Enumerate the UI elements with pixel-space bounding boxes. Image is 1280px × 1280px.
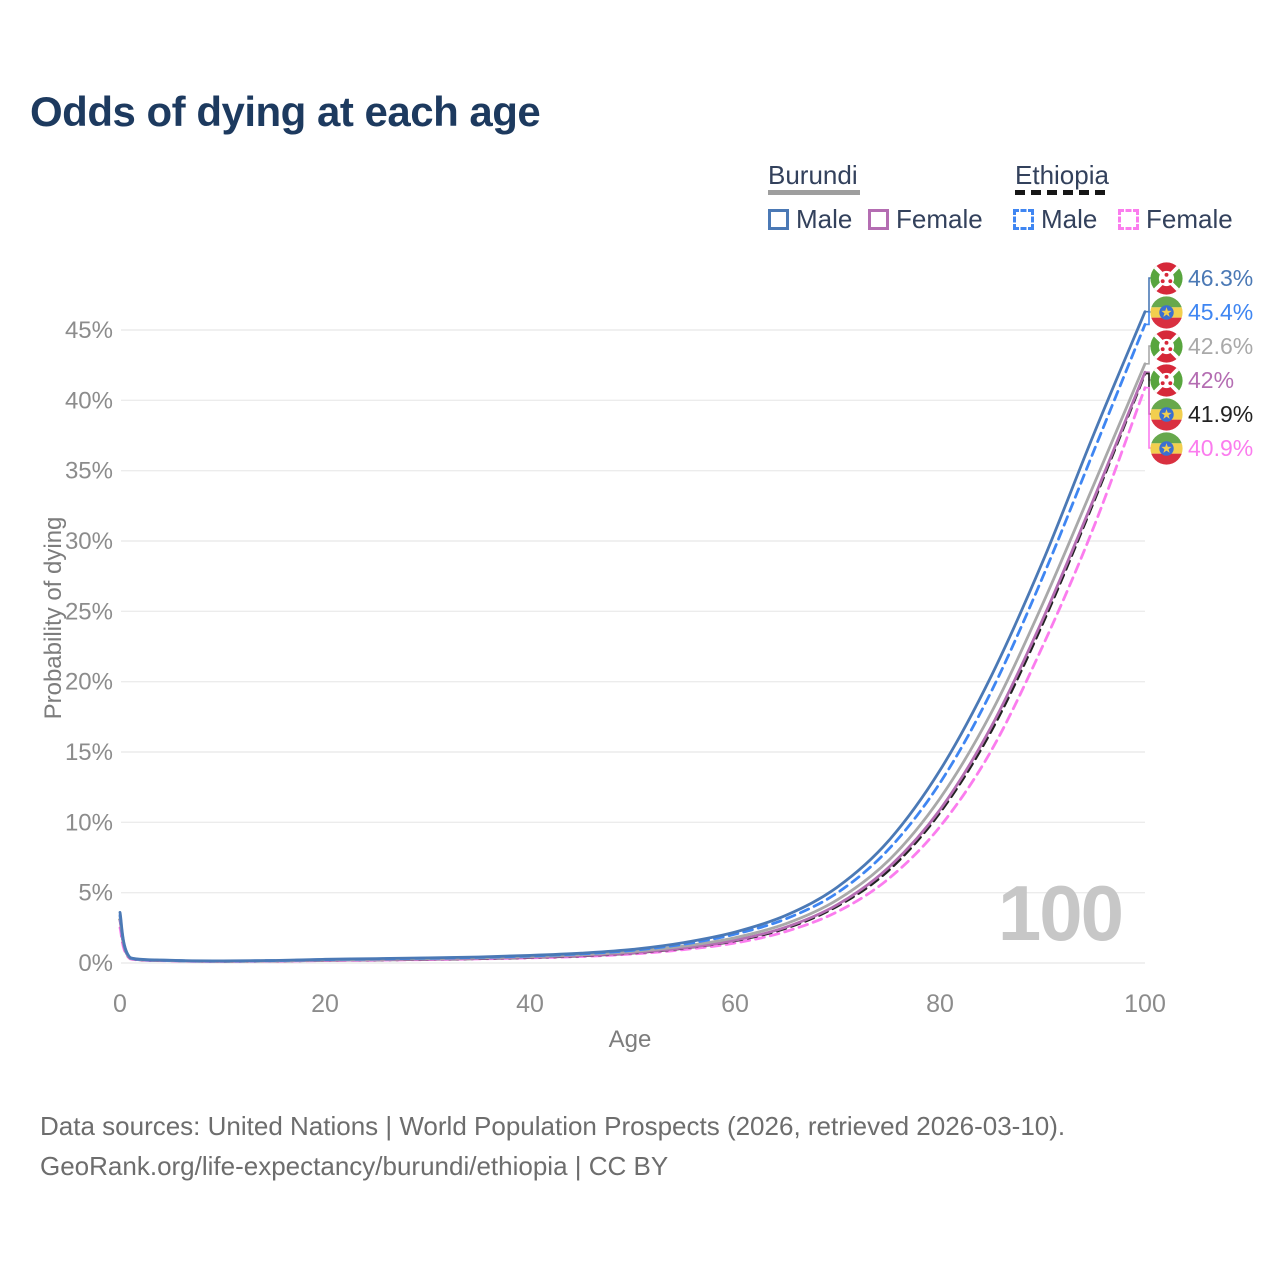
y-tick-label: 5% xyxy=(78,880,113,907)
y-axis-title: Probability of dying xyxy=(40,516,67,720)
series-line-ethiopia-male xyxy=(118,323,1147,963)
value-callout-ethiopia-male: 45.4% xyxy=(1150,295,1253,329)
burundi-line-style-sample xyxy=(768,190,860,195)
y-tick-label: 0% xyxy=(78,950,113,977)
end-value-label: 40.9% xyxy=(1188,434,1254,461)
legend-item-label: Female xyxy=(1146,204,1233,234)
y-tick-label: 35% xyxy=(65,458,113,485)
x-tick-label: 20 xyxy=(311,990,339,1018)
page-title: Odds of dying at each age xyxy=(30,88,541,135)
value-callout-burundi-female: 42% xyxy=(1150,363,1234,397)
legend-group-ethiopia-label: Ethiopia xyxy=(1015,160,1109,190)
legend-item-label: Male xyxy=(796,204,853,234)
ethiopia-flag-icon xyxy=(1150,295,1183,329)
y-tick-label: 40% xyxy=(65,387,113,414)
ethiopia-male-swatch-icon xyxy=(1013,209,1034,230)
ethiopia-flag-icon xyxy=(1150,397,1183,431)
y-tick-label: 45% xyxy=(65,317,113,344)
burundi-female-swatch-icon xyxy=(868,209,889,230)
legend-group-burundi-label: Burundi xyxy=(768,160,858,190)
series-line-burundi-male xyxy=(118,310,1147,963)
value-callout-ethiopia-both-sexes: 41.9% xyxy=(1150,397,1253,431)
legend-item-ethiopia-male[interactable]: Male xyxy=(1013,204,1097,235)
y-tick-label: 20% xyxy=(65,669,113,696)
x-tick-label: 100 xyxy=(1124,990,1166,1018)
x-tick-label: 0 xyxy=(113,990,127,1018)
value-callout-burundi-male: 46.3% xyxy=(1150,261,1253,295)
legend-item-burundi-female[interactable]: Female xyxy=(868,204,983,235)
burundi-flag-icon xyxy=(1150,261,1183,295)
y-tick-label: 30% xyxy=(65,528,113,555)
y-tick-label: 15% xyxy=(65,739,113,766)
legend-item-label: Female xyxy=(896,204,983,234)
age-watermark: 100 xyxy=(997,869,1124,957)
end-value-label: 41.9% xyxy=(1188,400,1254,427)
x-tick-label: 40 xyxy=(516,990,544,1018)
burundi-male-swatch-icon xyxy=(768,209,789,230)
burundi-flag-icon xyxy=(1150,329,1183,363)
x-tick-label: 60 xyxy=(721,990,749,1018)
attribution-note: GeoRank.org/life-expectancy/burundi/ethi… xyxy=(40,1151,669,1181)
end-value-label: 42.6% xyxy=(1188,332,1254,359)
data-source-note: Data sources: United Nations | World Pop… xyxy=(40,1111,1066,1141)
y-tick-label: 25% xyxy=(65,598,113,625)
value-callout-burundi-both-sexes: 42.6% xyxy=(1150,329,1253,363)
end-value-label: 42% xyxy=(1188,366,1235,393)
legend-item-label: Male xyxy=(1041,204,1098,234)
x-axis-title: Age xyxy=(608,1026,652,1053)
ethiopia-female-swatch-icon xyxy=(1118,209,1139,230)
y-tick-label: 10% xyxy=(65,809,113,836)
chart-footer: Data sources: United Nations | World Pop… xyxy=(40,1106,1240,1186)
ethiopia-flag-icon xyxy=(1150,431,1183,465)
value-callout-ethiopia-female: 40.9% xyxy=(1150,431,1253,465)
legend-item-ethiopia-female[interactable]: Female xyxy=(1118,204,1233,235)
ethiopia-line-style-sample xyxy=(1015,190,1105,195)
legend-item-burundi-male[interactable]: Male xyxy=(768,204,852,235)
end-value-label: 46.3% xyxy=(1188,264,1254,291)
burundi-flag-icon xyxy=(1150,363,1183,397)
end-value-label: 45.4% xyxy=(1188,298,1254,325)
x-tick-label: 80 xyxy=(926,990,954,1018)
